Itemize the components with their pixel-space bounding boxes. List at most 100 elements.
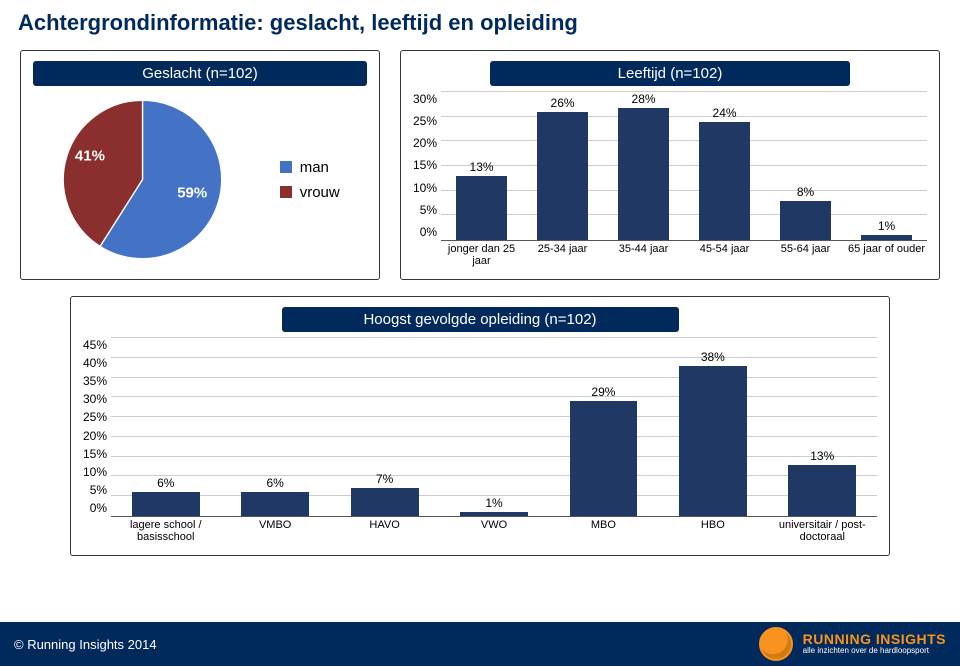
y-tick-label: 35% <box>83 374 107 388</box>
bar-value-label: 6% <box>157 476 174 490</box>
y-tick-label: 5% <box>83 483 107 497</box>
bars-container: 13% 26% 28% 24% 8% 1% <box>441 92 927 240</box>
bar-value-label: 29% <box>591 385 615 399</box>
bar-value-label: 38% <box>701 350 725 364</box>
bar-value-label: 1% <box>878 219 895 233</box>
y-tick-label: 0% <box>83 501 107 515</box>
bar <box>618 108 668 240</box>
bar <box>241 492 309 516</box>
bar-column: 24% <box>684 92 765 240</box>
bar <box>788 465 856 516</box>
pie-slice-label: 41% <box>75 148 105 165</box>
legend-label: vrouw <box>300 184 340 201</box>
bar-column: 1% <box>439 338 548 516</box>
brand-name: RUNNING INSIGHTS <box>803 632 946 647</box>
bar-value-label: 28% <box>632 92 656 106</box>
gender-chart-body: 59% 41% man vrouw <box>33 92 367 267</box>
bar-column: 6% <box>111 338 220 516</box>
y-tick-label: 40% <box>83 356 107 370</box>
x-tick-label: 65 jaar of ouder <box>846 241 927 267</box>
page-title: Achtergrondinformatie: geslacht, leeftij… <box>0 0 960 50</box>
x-tick-label: VWO <box>439 517 548 543</box>
bar-value-label: 26% <box>551 96 575 110</box>
bar-column: 7% <box>330 338 439 516</box>
y-tick-label: 15% <box>83 447 107 461</box>
x-tick-label: 55-64 jaar <box>765 241 846 267</box>
brand-tagline: alle inzichten over de hardloopsport <box>803 647 946 656</box>
legend-row: vrouw <box>280 184 340 201</box>
bar-value-label: 7% <box>376 472 393 486</box>
y-tick-label: 0% <box>413 225 437 239</box>
age-chart-card: Leeftijd (n=102) 30% 25% 20% 15% 10% 5% 0% 13%… <box>400 50 940 280</box>
legend-swatch <box>280 161 292 173</box>
bar <box>351 488 419 516</box>
y-tick-label: 45% <box>83 338 107 352</box>
bar-value-label: 13% <box>810 449 834 463</box>
age-plot: 13% 26% 28% 24% 8% 1% <box>441 92 927 241</box>
bar <box>861 235 911 240</box>
bar-value-label: 13% <box>470 160 494 174</box>
bar-column: 13% <box>441 92 522 240</box>
age-chart: 30% 25% 20% 15% 10% 5% 0% 13% 26% 28% 24% 8% 1% jon… <box>413 92 927 267</box>
x-tick-label: MBO <box>549 517 658 543</box>
y-tick-label: 20% <box>83 429 107 443</box>
bar-value-label: 6% <box>266 476 283 490</box>
gender-pie: 59% 41% <box>60 97 225 262</box>
bar-column: 13% <box>768 338 877 516</box>
y-tick-label: 30% <box>83 392 107 406</box>
bar <box>456 176 506 240</box>
education-chart-card: Hoogst gevolgde opleiding (n=102) 45% 40%… <box>70 296 890 556</box>
y-tick-label: 25% <box>413 114 437 128</box>
legend-label: man <box>300 159 329 176</box>
y-tick-label: 5% <box>413 203 437 217</box>
x-tick-label: jonger dan 25 jaar <box>441 241 522 267</box>
gender-pie-svg <box>60 97 225 262</box>
education-chart-title: Hoogst gevolgde opleiding (n=102) <box>282 307 679 332</box>
brand-logo-icon <box>759 627 793 661</box>
bar <box>537 112 587 240</box>
bar-column: 29% <box>549 338 658 516</box>
bar-column: 26% <box>522 92 603 240</box>
bar <box>679 366 747 516</box>
bar-value-label: 1% <box>485 496 502 510</box>
age-yaxis: 30% 25% 20% 15% 10% 5% 0% <box>413 92 441 267</box>
x-tick-label: HBO <box>658 517 767 543</box>
pie-slice-label: 59% <box>177 184 207 201</box>
brand-text: RUNNING INSIGHTS alle inzichten over de … <box>803 632 946 656</box>
x-tick-label: universitair / post-doctoraal <box>768 517 877 543</box>
y-tick-label: 20% <box>413 136 437 150</box>
education-plot: 6% 6% 7% 1% 29% 38% 13% <box>111 338 877 517</box>
bar-column: 1% <box>846 92 927 240</box>
y-tick-label: 15% <box>413 158 437 172</box>
legend-swatch <box>280 186 292 198</box>
x-tick-label: HAVO <box>330 517 439 543</box>
education-xaxis: lagere school / basisschoolVMBOHAVOVWOMB… <box>111 517 877 543</box>
bar-column: 8% <box>765 92 846 240</box>
gender-chart-title: Geslacht (n=102) <box>33 61 367 86</box>
x-tick-label: 25-34 jaar <box>522 241 603 267</box>
x-tick-label: 35-44 jaar <box>603 241 684 267</box>
bar <box>699 122 749 240</box>
footer-brand: RUNNING INSIGHTS alle inzichten over de … <box>759 627 946 661</box>
x-tick-label: lagere school / basisschool <box>111 517 220 543</box>
bar-column: 28% <box>603 92 684 240</box>
x-tick-label: VMBO <box>220 517 329 543</box>
bar <box>780 201 830 240</box>
bar-value-label: 8% <box>797 185 814 199</box>
age-chart-title: Leeftijd (n=102) <box>490 61 850 86</box>
gender-legend: man vrouw <box>280 159 340 201</box>
x-tick-label: 45-54 jaar <box>684 241 765 267</box>
bar-column: 6% <box>220 338 329 516</box>
footer-copyright: © Running Insights 2014 <box>14 637 157 652</box>
gender-chart-card: Geslacht (n=102) 59% 41% man vrouw <box>20 50 380 280</box>
bars-container: 6% 6% 7% 1% 29% 38% 13% <box>111 338 877 516</box>
y-tick-label: 10% <box>413 181 437 195</box>
mid-row: Hoogst gevolgde opleiding (n=102) 45% 40%… <box>0 280 960 556</box>
education-yaxis: 45%40%35%30%25%20%15%10%5%0% <box>83 338 111 543</box>
bar-column: 38% <box>658 338 767 516</box>
education-chart: 45%40%35%30%25%20%15%10%5%0% 6%6%7%1%29%… <box>83 338 877 543</box>
y-tick-label: 30% <box>413 92 437 106</box>
bar <box>132 492 200 516</box>
top-row: Geslacht (n=102) 59% 41% man vrouw Leeftij… <box>0 50 960 280</box>
bar-value-label: 24% <box>713 106 737 120</box>
